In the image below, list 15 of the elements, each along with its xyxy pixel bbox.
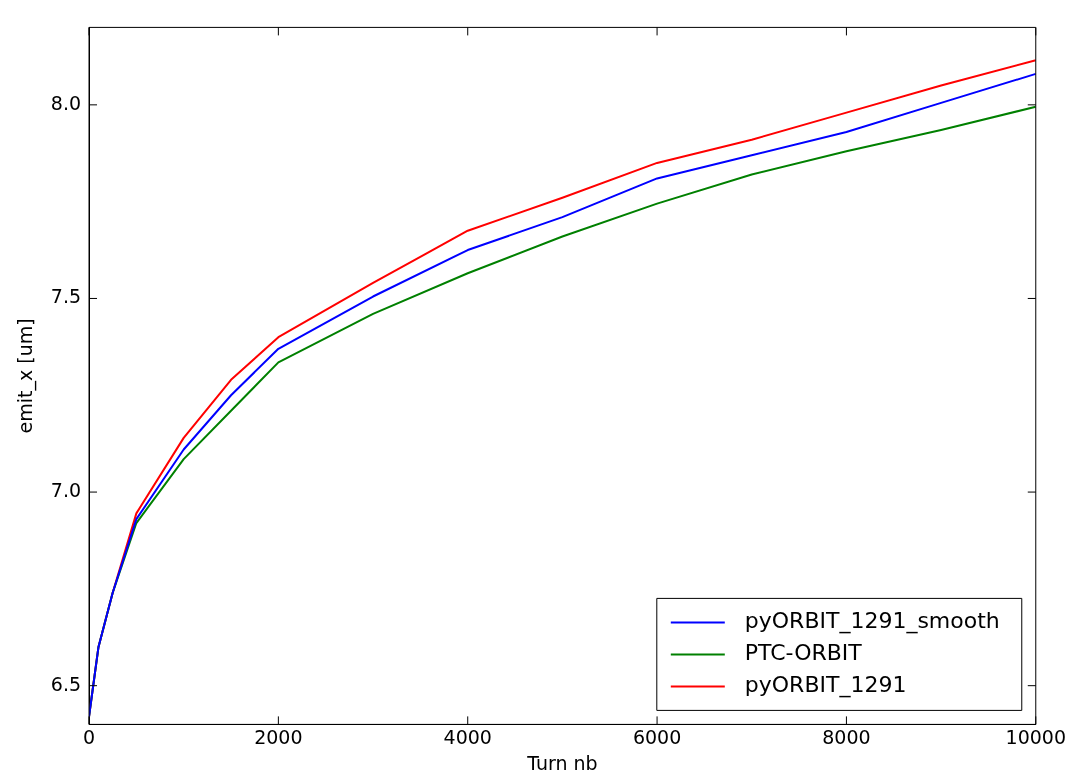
x-tick-label: 2000	[254, 725, 303, 748]
legend-label: pyORBIT_1291	[744, 672, 907, 699]
y-tick-label: 8.0	[50, 91, 82, 114]
legend-label: PTC-ORBIT	[744, 640, 863, 666]
y-tick-label: 7.5	[50, 285, 82, 308]
x-axis-title: Turn nb	[526, 751, 598, 774]
legend-label: pyORBIT_1291_smooth	[744, 608, 1000, 635]
x-tick-label: 6000	[632, 725, 682, 748]
x-tick-label: 4000	[443, 725, 492, 748]
y-axis-title: emit_x [um]	[14, 318, 38, 434]
x-tick-label: 0	[82, 725, 96, 748]
x-tick-label: 10000	[1005, 725, 1067, 748]
x-tick-label: 8000	[822, 725, 871, 748]
y-tick-label: 6.5	[50, 672, 82, 695]
y-tick-label: 7.0	[50, 479, 82, 501]
